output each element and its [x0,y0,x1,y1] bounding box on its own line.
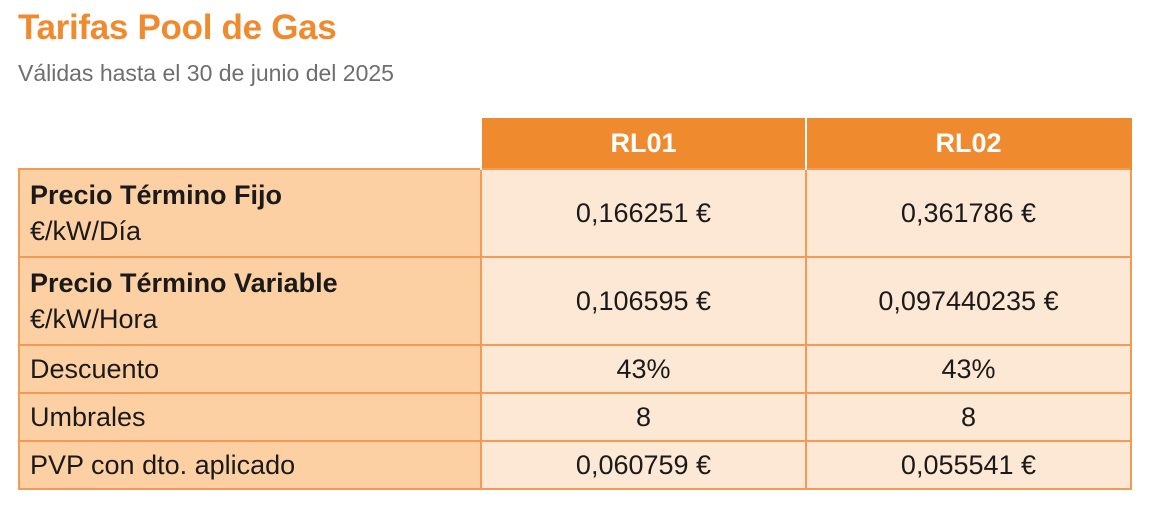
table-row-variable-term: Precio Término Variable €/kW/Hora 0,1065… [18,256,1132,346]
value-cell-rl01: 0,166251 € [480,168,807,258]
value-cell-rl02: 43% [805,344,1132,394]
table-row-discount: Descuento 43% 43% [18,344,1132,394]
tariff-table: RL01 RL02 Precio Término Fijo €/kW/Día 0… [18,118,1132,490]
row-label-cell: Precio Término Variable €/kW/Hora [18,256,482,346]
table-row-fixed-term: Precio Término Fijo €/kW/Día 0,166251 € … [18,168,1132,258]
page-title: Tarifas Pool de Gas [18,8,337,47]
value-cell-rl01: 0,106595 € [480,256,807,346]
value-cell-rl02: 0,361786 € [805,168,1132,258]
value-cell-rl02: 0,097440235 € [805,256,1132,346]
value-cell-rl02: 8 [805,392,1132,442]
row-label-cell: Precio Término Fijo €/kW/Día [18,168,482,258]
row-label: Descuento [18,344,482,394]
row-label: Precio Término Fijo [30,180,283,210]
value-cell-rl01: 8 [480,392,807,442]
table-row-thresholds: Umbrales 8 8 [18,392,1132,442]
page-subtitle: Válidas hasta el 30 de junio del 2025 [18,60,394,86]
row-label: Umbrales [18,392,482,442]
row-unit: €/kW/Día [30,216,142,246]
table-header-row: RL01 RL02 [19,118,1132,169]
value-cell-rl01: 43% [480,344,807,394]
row-label: Precio Término Variable [30,268,338,298]
value-cell-rl01: 0,060759 € [480,440,807,490]
value-cell-rl02: 0,055541 € [805,440,1132,490]
column-header-rl02: RL02 [805,118,1132,169]
table-row-pvp: PVP con dto. aplicado 0,060759 € 0,05554… [18,440,1132,490]
header-blank-cell [19,118,481,169]
column-header-rl01: RL01 [480,118,807,169]
row-label: PVP con dto. aplicado [18,440,482,490]
row-unit: €/kW/Hora [30,304,158,334]
